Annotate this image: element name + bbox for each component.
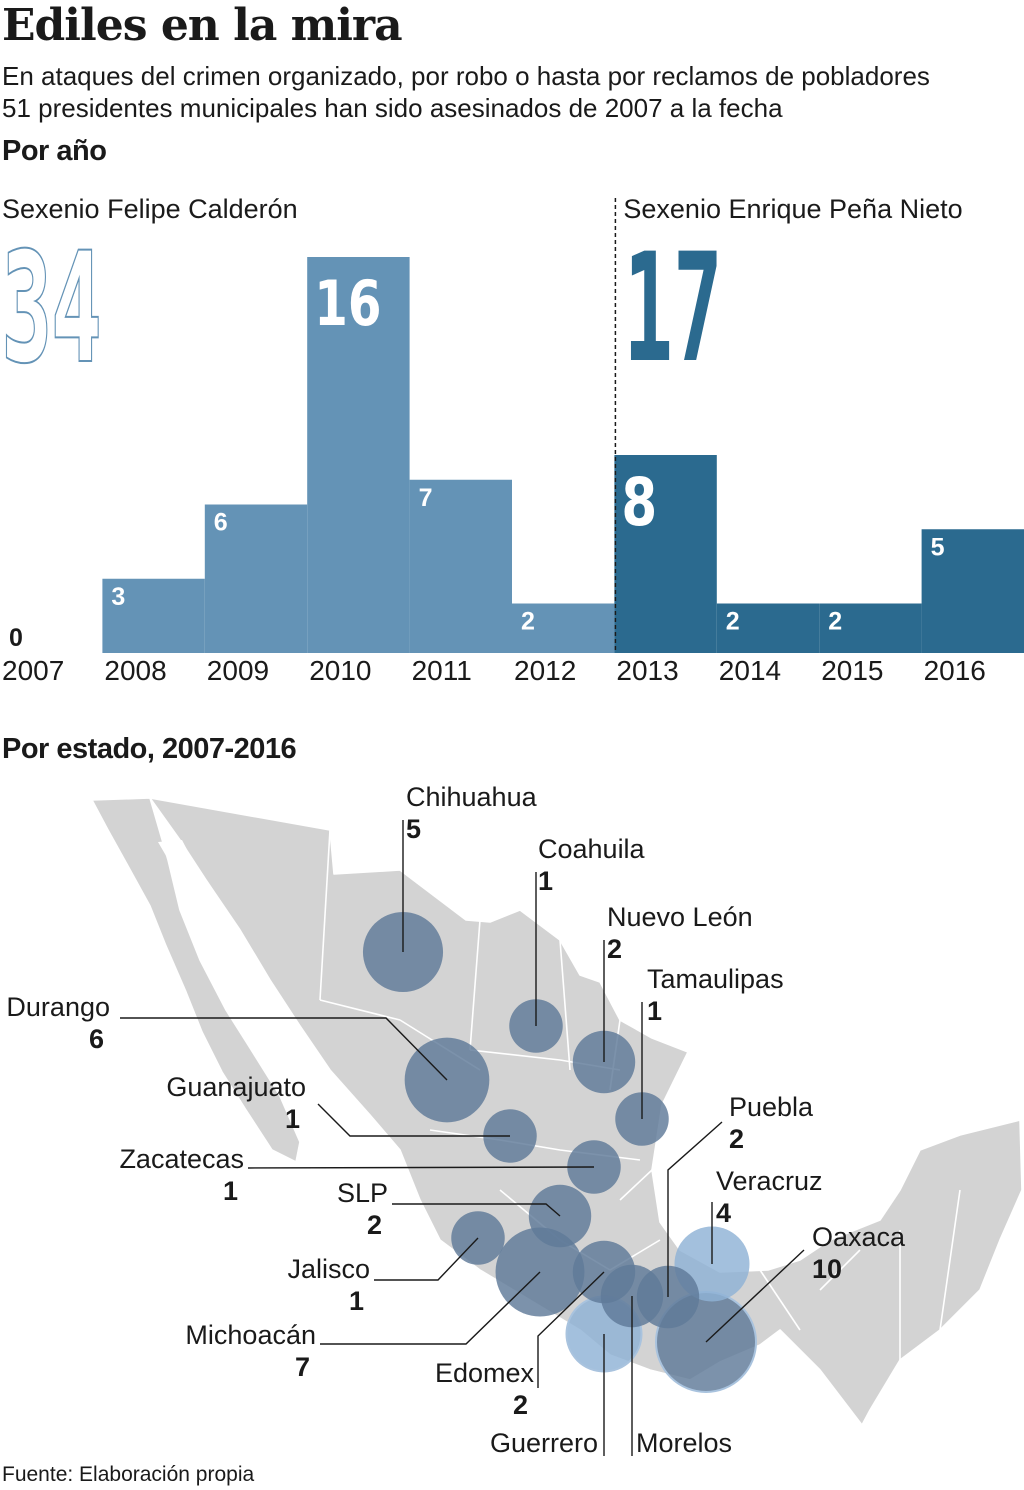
leader-line-puebla [667,1121,723,1297]
leader-line-edomex [537,1271,605,1388]
tick-label-2014: 2014 [719,655,781,686]
leader-line-michoacán [320,1271,541,1345]
tick-label-2015: 2015 [821,655,883,686]
bar-2015 [819,603,922,653]
subtitle: En ataques del crimen organizado, por ro… [2,60,1022,124]
period-total-1: 34 [2,221,101,396]
bar-2014 [716,603,820,653]
state-value-zacatecas: 1 [223,1176,238,1206]
value-label-2013: 8 [621,464,657,541]
bar-2011 [409,479,512,653]
state-value-edomex: 2 [513,1390,528,1420]
tick-label-2009: 2009 [207,655,269,686]
state-label-durango: Durango [6,992,110,1022]
tick-label-2013: 2013 [616,655,678,686]
tick-label-2012: 2012 [514,655,576,686]
bar-2013 [614,455,717,653]
state-label-guanajuato: Guanajuato [166,1072,306,1102]
subtitle-line-1: En ataques del crimen organizado, por ro… [2,61,930,91]
tick-label-2008: 2008 [104,655,166,686]
state-label-tamaulipas: Tamaulipas [647,964,784,994]
value-label-2012: 2 [521,608,535,636]
state-value-slp: 2 [367,1210,382,1240]
leader-line-durango [120,1017,448,1081]
value-label-2015: 2 [828,608,842,636]
state-label-oaxaca: Oaxaca [812,1222,906,1252]
bar-2010 [307,257,410,653]
tick-label-2010: 2010 [309,655,371,686]
state-label-zacatecas: Zacatecas [119,1144,244,1174]
period-label-2: Sexenio Enrique Peña Nieto [623,194,962,224]
source-note: Fuente: Elaboración propia [2,1463,255,1486]
state-label-nuevo-león: Nuevo León [607,902,753,932]
subtitle-line-2: 51 presidentes municipales han sido ases… [2,93,783,123]
period-total-2: 17 [623,221,722,396]
leader-line-slp [392,1203,561,1217]
baja-peninsula [91,797,301,1163]
bar-chart: 0 2007 3 2008 6 2009 16 2010 7 2011 2 2012 8 2013 2 201… [1,194,1024,686]
state-label-michoacán: Michoacán [185,1320,316,1350]
map-section-heading: Por estado, 2007-2016 [2,733,297,765]
state-label-morelos: Morelos [636,1428,732,1458]
value-label-2011: 7 [419,484,433,512]
value-label-2008: 3 [111,583,125,611]
state-value-tamaulipas: 1 [647,996,662,1026]
leader-line-oaxaca [705,1249,805,1343]
value-label-2007: 0 [9,624,23,652]
leader-line-zacatecas [247,1166,595,1169]
period-label-1: Sexenio Felipe Calderón [2,194,298,224]
page-title: Ediles en la mira [2,0,403,51]
state-value-michoacán: 7 [295,1352,310,1382]
state-label-jalisco: Jalisco [287,1254,370,1284]
value-label-2014: 2 [726,608,740,636]
state-label-veracruz: Veracruz [716,1166,823,1196]
state-value-veracruz: 4 [716,1198,731,1228]
gulf-of-california [158,840,318,1122]
value-label-2016: 5 [931,533,945,561]
state-label-edomex: Edomex [435,1358,535,1388]
chart-section-heading: Por año [2,135,107,167]
state-label-coahuila: Coahuila [538,834,646,864]
bar-2009 [204,504,308,653]
tick-label-2007: 2007 [2,655,64,686]
state-label-puebla: Puebla [729,1092,814,1122]
state-value-guanajuato: 1 [285,1104,300,1134]
leader-line-jalisco [374,1237,479,1281]
state-value-puebla: 2 [729,1124,744,1154]
tick-label-2016: 2016 [924,655,986,686]
bar-2012 [512,603,615,653]
bar-2008 [102,578,205,653]
state-value-jalisco: 1 [349,1286,364,1316]
state-value-nuevo-león: 2 [607,934,622,964]
state-value-durango: 6 [89,1024,104,1054]
value-label-2010: 16 [314,268,381,340]
value-label-2009: 6 [214,509,228,537]
state-value-oaxaca: 10 [812,1254,842,1284]
state-label-guerrero: Guerrero [490,1428,598,1458]
bar-2016 [921,529,1024,653]
state-label-chihuahua: Chihuahua [406,782,538,812]
state-value-coahuila: 1 [538,866,553,896]
tick-label-2011: 2011 [412,655,472,686]
state-value-chihuahua: 5 [406,814,421,844]
state-label-slp: SLP [337,1178,388,1208]
leader-line-guanajuato [317,1103,510,1137]
